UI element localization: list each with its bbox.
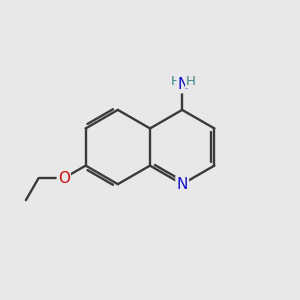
Text: N: N — [176, 177, 188, 192]
Text: H: H — [171, 74, 181, 88]
Text: O: O — [58, 171, 70, 186]
Text: H: H — [186, 74, 196, 88]
Text: N: N — [178, 77, 189, 92]
